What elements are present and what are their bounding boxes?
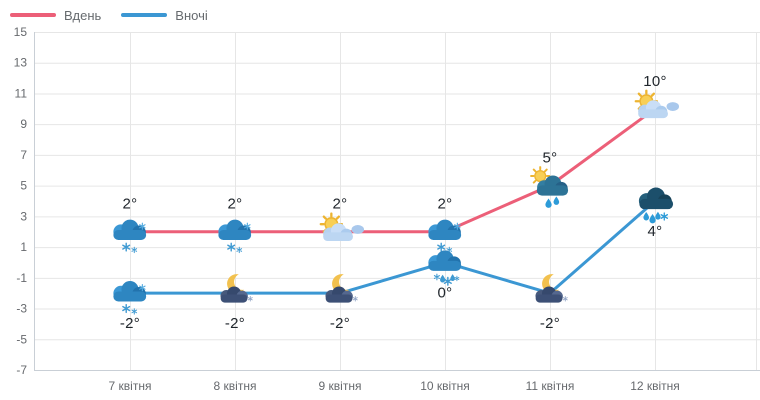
day-temp-label: 10° [643, 73, 667, 90]
y-tick-label: -1 [16, 271, 27, 285]
day-line-swatch [10, 13, 56, 17]
day-series-line [128, 107, 657, 234]
legend-item-night[interactable]: Вночі [121, 7, 208, 23]
y-tick-label: 3 [20, 209, 27, 223]
night-temp-label: -2° [120, 315, 140, 332]
x-tick-label: 7 квітня [109, 379, 152, 393]
x-tick-label: 11 квітня [526, 379, 575, 393]
sleet-cloud-icon [428, 250, 461, 285]
point-labels: 2° 2° 2° 2° 5° 10° -2° -2° -2° 0° -2° 4° [120, 73, 667, 332]
x-tick-label: 12 квітня [630, 379, 680, 393]
axes [34, 32, 760, 371]
y-tick-label: -3 [16, 302, 27, 316]
day-temp-label: 2° [228, 196, 243, 213]
y-tick-label: -7 [16, 363, 27, 377]
day-temp-label: 2° [123, 196, 138, 213]
y-tick-label: 13 [14, 56, 28, 70]
night-line-swatch [121, 13, 168, 17]
x-tick-label: 8 квітня [214, 379, 257, 393]
sun-rain-cloud-icon [531, 167, 568, 208]
night-temp-label: 0° [438, 284, 453, 301]
y-tick-label: 9 [20, 117, 27, 131]
night-temp-label: -2° [330, 315, 350, 332]
legend-label-night: Вночі [175, 7, 208, 23]
series-lines [128, 107, 657, 295]
y-tick-label: 5 [20, 179, 27, 193]
legend-label-day: Вдень [64, 7, 102, 23]
sun-cloud-icon [321, 214, 364, 241]
y-tick-label: 7 [20, 148, 27, 162]
night-temp-label: 4° [648, 223, 663, 240]
dark-sleet-cloud-icon [639, 188, 673, 224]
night-temp-label: -2° [540, 315, 560, 332]
day-temp-label: 5° [543, 150, 558, 167]
y-tick-label: -5 [16, 332, 27, 346]
day-temp-label: 2° [438, 196, 453, 213]
legend-item-day[interactable]: Вдень [10, 8, 101, 23]
legend: Вдень Вночі [10, 6, 208, 24]
night-temp-label: -2° [225, 315, 245, 332]
axis-labels: 15 13 11 9 7 5 3 1 -1 -3 -5 -7 7 квітня 8 квітня 9 кві… [14, 25, 680, 393]
day-temp-label: 2° [333, 196, 348, 213]
y-tick-label: 15 [14, 25, 28, 39]
x-tick-label: 10 квітня [420, 379, 470, 393]
y-tick-label: 1 [20, 240, 27, 254]
sun-cloud-icon [636, 91, 679, 118]
x-tick-label: 9 квітня [319, 379, 362, 393]
y-tick-label: 11 [15, 86, 28, 100]
night-series-line [128, 199, 657, 295]
